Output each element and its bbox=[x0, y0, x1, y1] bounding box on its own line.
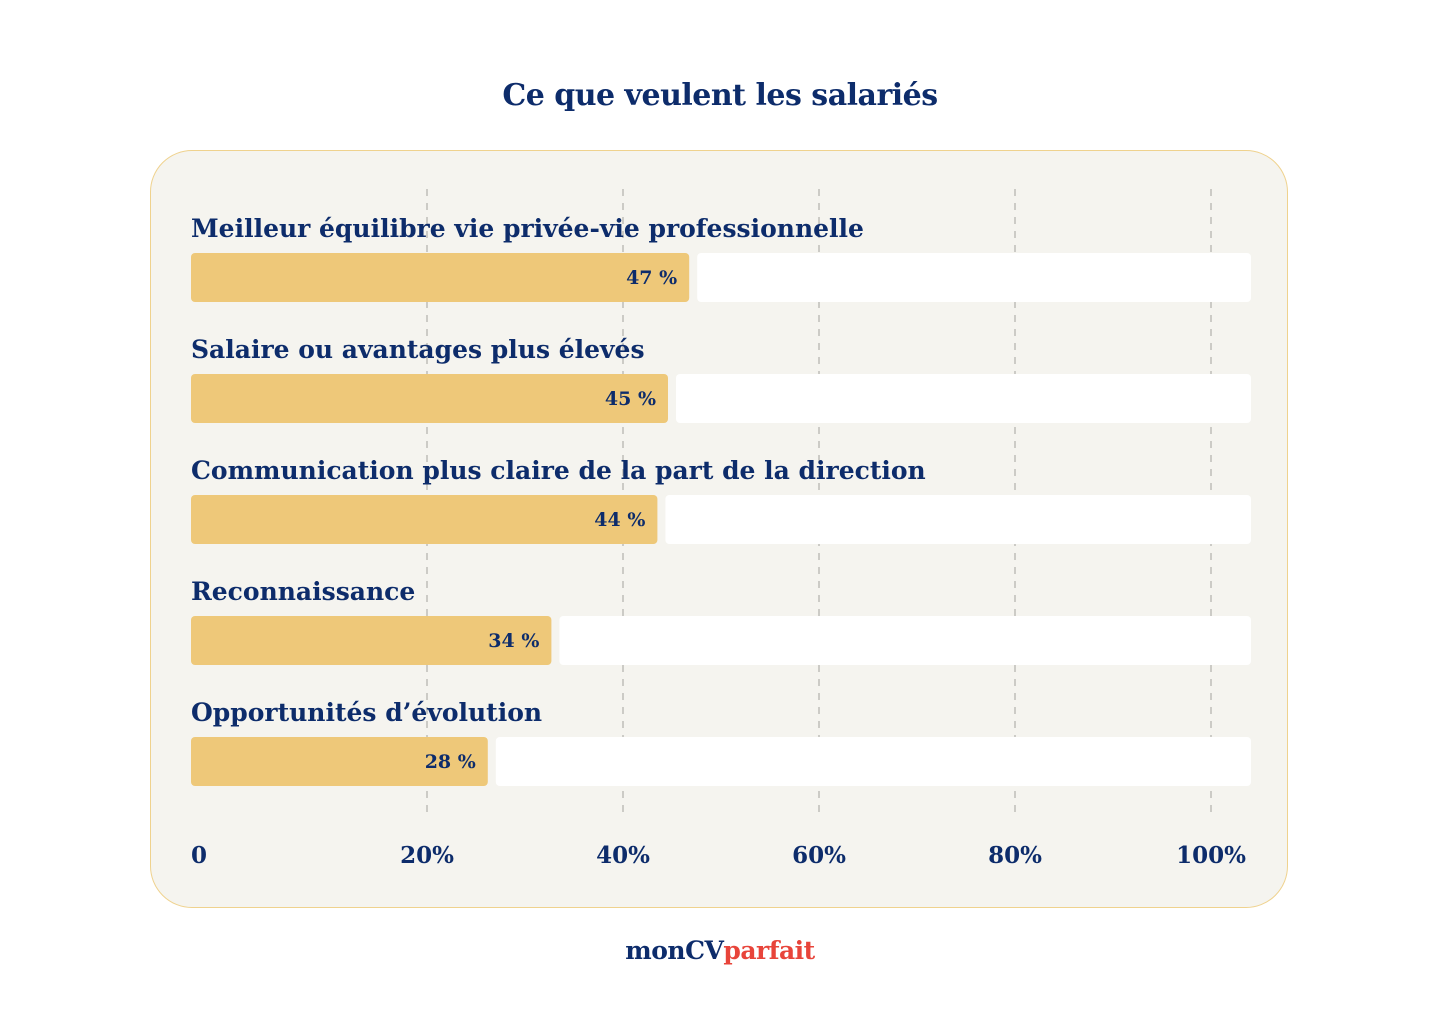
category-label: Opportunités d’évolution bbox=[191, 698, 542, 727]
bar bbox=[191, 616, 552, 665]
x-tick-label: 0 bbox=[191, 842, 207, 869]
bar bbox=[191, 374, 668, 423]
x-tick-label: 60% bbox=[792, 842, 846, 869]
category-label: Meilleur équilibre vie privée-vie profes… bbox=[191, 214, 864, 243]
bar-chart: Meilleur équilibre vie privée-vie profes… bbox=[191, 189, 1251, 869]
chart-panel: Meilleur équilibre vie privée-vie profes… bbox=[150, 150, 1288, 908]
bar bbox=[191, 495, 658, 544]
bar bbox=[191, 737, 488, 786]
x-tick-label: 80% bbox=[988, 842, 1042, 869]
value-label: 28 % bbox=[425, 751, 476, 773]
x-tick-label: 100% bbox=[1176, 842, 1246, 869]
x-tick-label: 40% bbox=[596, 842, 650, 869]
x-tick-label: 20% bbox=[400, 842, 454, 869]
bar-track bbox=[495, 737, 1251, 786]
bar-track bbox=[697, 253, 1251, 302]
brand-logo-part1: monCV bbox=[625, 936, 724, 965]
bar bbox=[191, 253, 690, 302]
value-label: 45 % bbox=[605, 388, 656, 410]
value-label: 34 % bbox=[488, 630, 539, 652]
category-label: Salaire ou avantages plus élevés bbox=[191, 335, 645, 364]
category-label: Communication plus claire de la part de … bbox=[191, 456, 926, 485]
value-label: 44 % bbox=[594, 509, 645, 531]
brand-logo-part2: parfait bbox=[723, 936, 815, 965]
value-label: 47 % bbox=[626, 267, 677, 289]
category-label: Reconnaissance bbox=[191, 577, 415, 606]
bar-track bbox=[665, 495, 1251, 544]
chart-title: Ce que veulent les salariés bbox=[502, 78, 938, 113]
bar-track bbox=[676, 374, 1251, 423]
brand-logo: monCVparfait bbox=[0, 936, 1440, 965]
bar-track bbox=[559, 616, 1251, 665]
